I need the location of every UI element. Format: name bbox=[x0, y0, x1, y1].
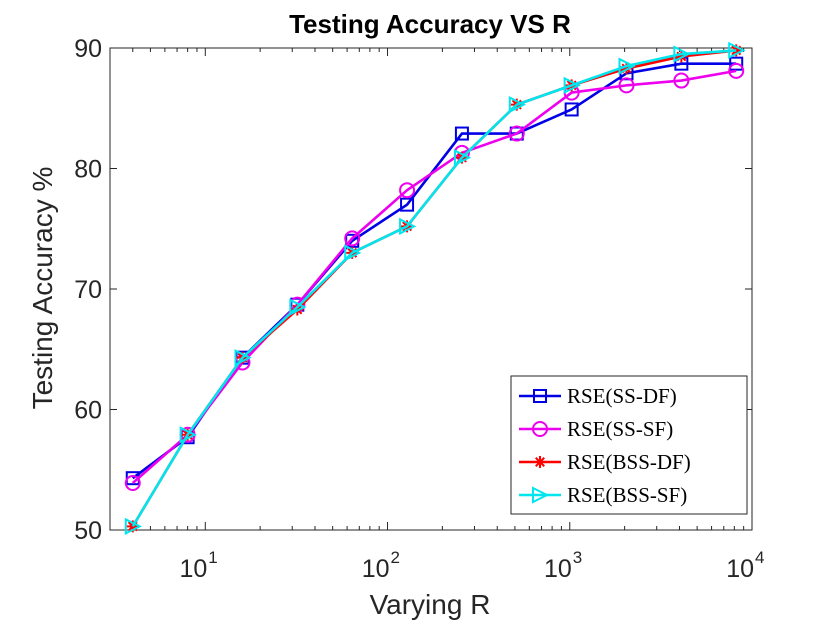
data-point bbox=[344, 230, 361, 247]
data-point bbox=[728, 41, 746, 60]
x-tick-label-exponent: 4 bbox=[755, 548, 764, 567]
data-point bbox=[563, 76, 581, 94]
data-point bbox=[532, 486, 550, 504]
data-point bbox=[508, 125, 525, 142]
data-point bbox=[454, 126, 469, 141]
data-point bbox=[124, 517, 143, 536]
legend-label: RSE(SS-DF) bbox=[567, 384, 677, 408]
series-rse-bss-sf bbox=[124, 41, 746, 536]
y-tick-label: 50 bbox=[74, 517, 102, 545]
data-point bbox=[179, 426, 197, 444]
x-axis-title: Varying R bbox=[370, 589, 491, 620]
data-point bbox=[618, 77, 635, 94]
legend-item: RSE(SS-SF) bbox=[519, 417, 673, 441]
data-point bbox=[289, 298, 307, 316]
legend-item: RSE(BSS-DF) bbox=[519, 450, 691, 474]
legend: RSE(SS-DF) RSE(SS-SF) RSE(BSS-DF) RSE(BSS-S… bbox=[510, 375, 748, 515]
y-tick-label: 70 bbox=[74, 276, 102, 304]
series-rse-ss-sf bbox=[124, 62, 745, 492]
data-point bbox=[399, 182, 416, 199]
legend-label: RSE(BSS-SF) bbox=[567, 483, 687, 507]
data-point bbox=[399, 217, 417, 235]
legend-label: RSE(BSS-DF) bbox=[567, 450, 691, 474]
data-point bbox=[344, 244, 362, 262]
data-point bbox=[673, 45, 691, 63]
series-line bbox=[131, 49, 737, 528]
legend-label: RSE(SS-SF) bbox=[567, 417, 673, 441]
data-point bbox=[564, 102, 579, 117]
x-tick-label-exponent: 3 bbox=[573, 548, 582, 567]
x-tick-label-exponent: 1 bbox=[208, 548, 217, 567]
x-tick-label: 10 bbox=[362, 555, 390, 583]
x-tick-label: 10 bbox=[726, 555, 754, 583]
data-point bbox=[508, 96, 527, 114]
series-line bbox=[131, 69, 737, 484]
x-tick-label: 10 bbox=[544, 555, 572, 583]
data-point bbox=[534, 456, 546, 468]
chart-title: Testing Accuracy VS R bbox=[289, 9, 571, 39]
x-tick-label: 10 bbox=[179, 555, 207, 583]
x-tick-label-exponent: 2 bbox=[391, 548, 400, 567]
data-point bbox=[673, 72, 690, 89]
data-point bbox=[533, 389, 547, 403]
legend-item: RSE(BSS-SF) bbox=[519, 483, 687, 507]
data-point bbox=[729, 56, 744, 71]
data-point bbox=[234, 349, 252, 367]
data-point bbox=[400, 197, 415, 212]
data-point bbox=[728, 62, 745, 79]
legend-box bbox=[510, 375, 748, 515]
y-tick-label: 60 bbox=[74, 397, 102, 425]
data-point bbox=[124, 475, 141, 492]
legend-item: RSE(SS-DF) bbox=[519, 384, 677, 408]
y-tick-label: 80 bbox=[74, 156, 102, 184]
y-axis-title: Testing Accuracy % bbox=[27, 167, 58, 410]
data-point bbox=[453, 149, 472, 167]
data-point bbox=[532, 421, 548, 437]
y-tick-label: 90 bbox=[74, 35, 102, 63]
data-point bbox=[618, 57, 636, 75]
